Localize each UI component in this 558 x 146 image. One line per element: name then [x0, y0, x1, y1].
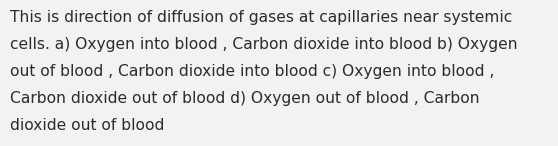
- Text: Carbon dioxide out of blood d) Oxygen out of blood , Carbon: Carbon dioxide out of blood d) Oxygen ou…: [10, 91, 480, 106]
- Text: dioxide out of blood: dioxide out of blood: [10, 118, 165, 133]
- Text: out of blood , Carbon dioxide into blood c) Oxygen into blood ,: out of blood , Carbon dioxide into blood…: [10, 64, 494, 79]
- Text: cells. a) Oxygen into blood , Carbon dioxide into blood b) Oxygen: cells. a) Oxygen into blood , Carbon dio…: [10, 37, 518, 52]
- Text: This is direction of diffusion of gases at capillaries near systemic: This is direction of diffusion of gases …: [10, 10, 512, 25]
